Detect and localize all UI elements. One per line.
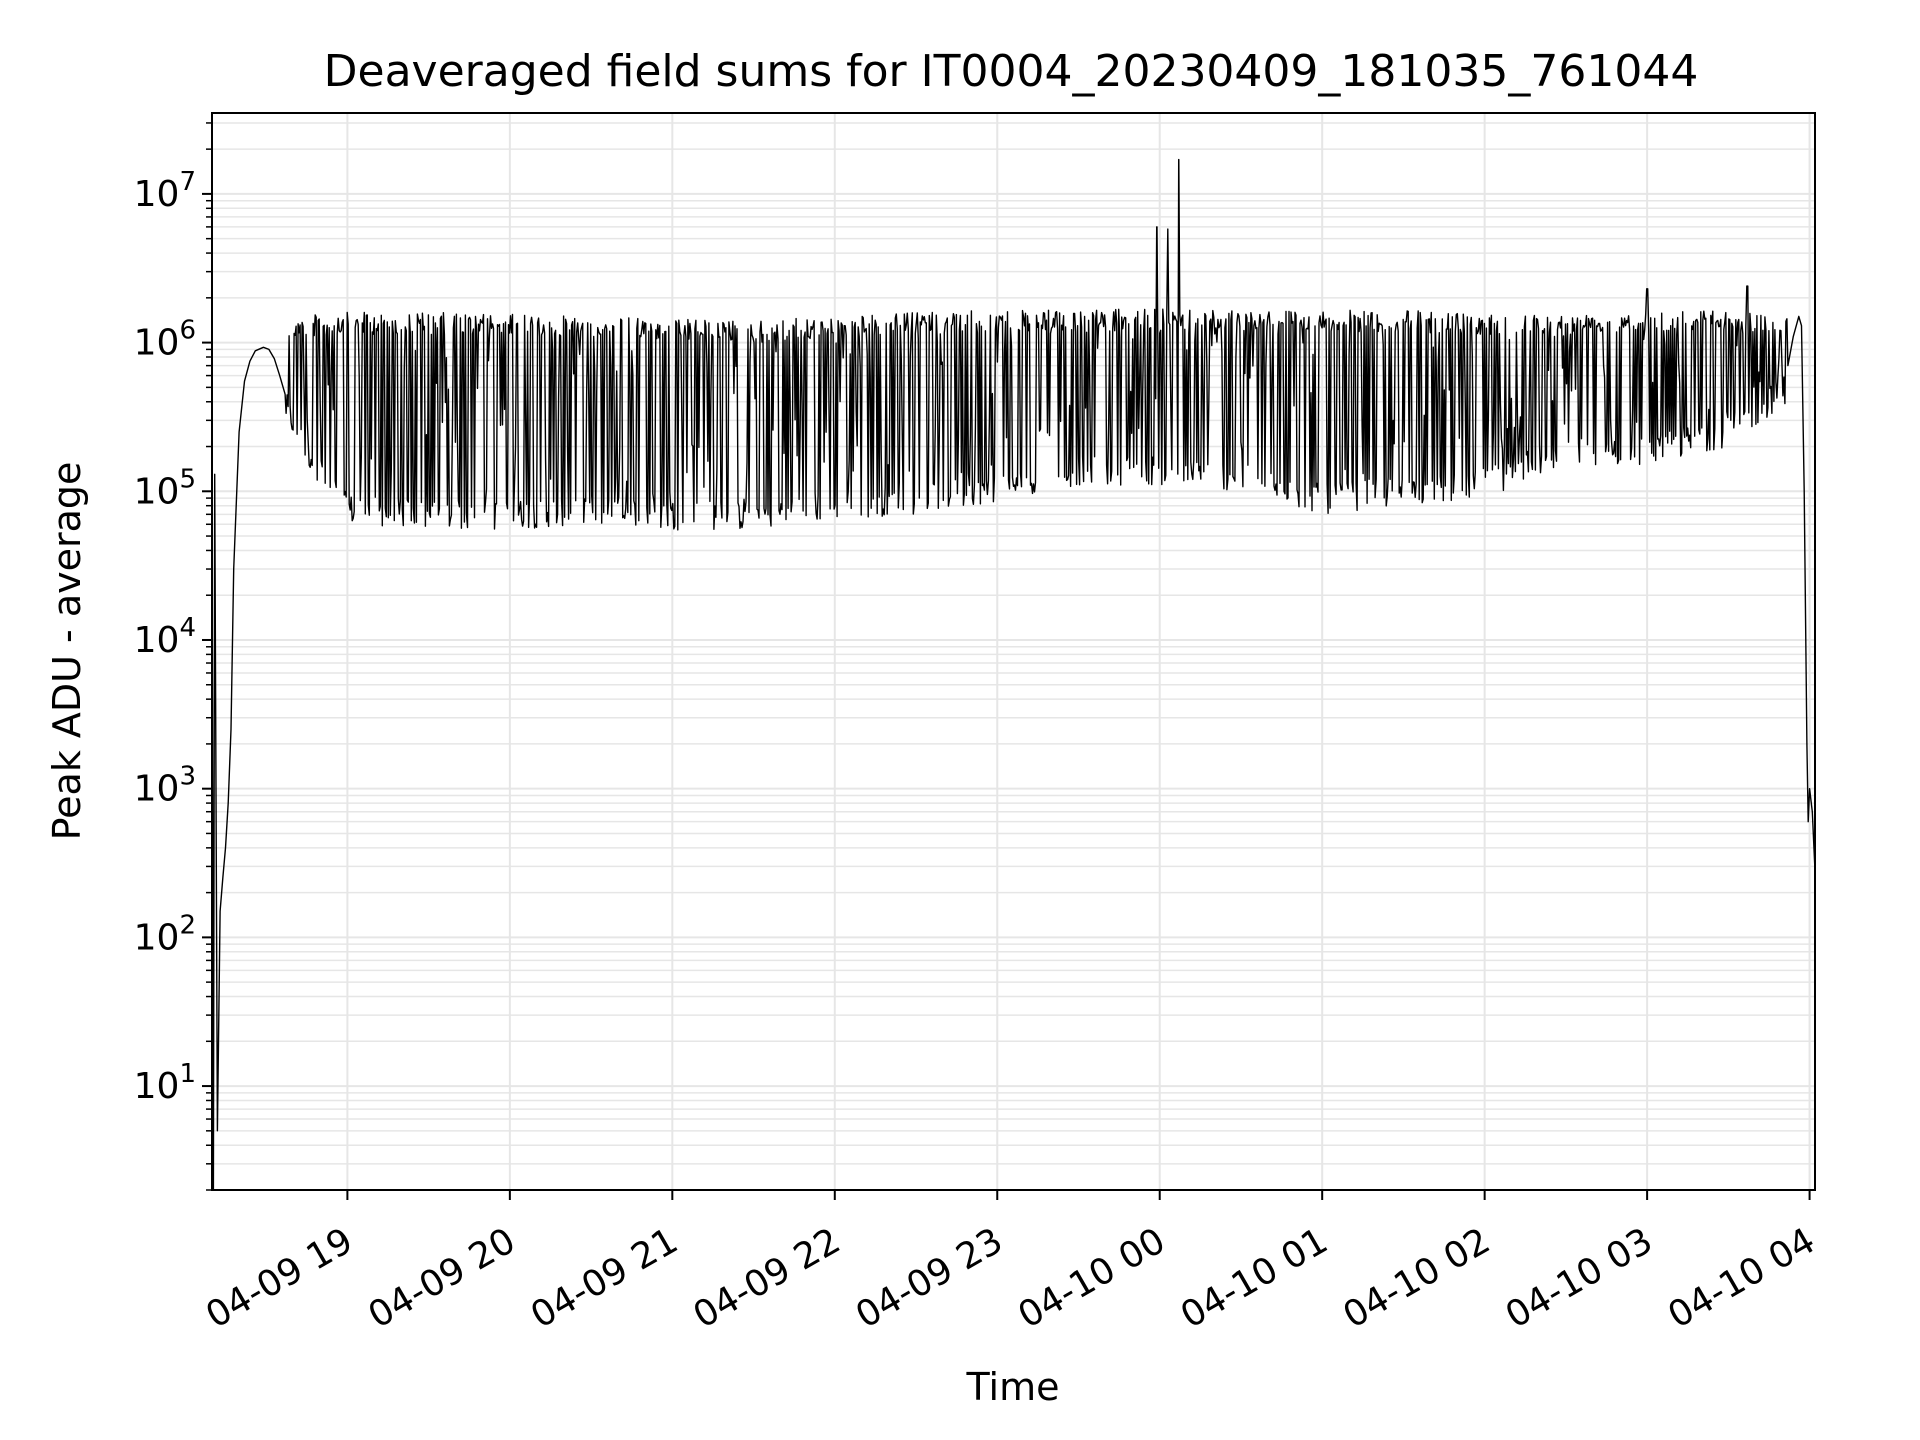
chart-title: Deaveraged field sums for IT0004_2023040… [324, 46, 1699, 97]
y-tick-label: 102 [134, 910, 196, 958]
grid [212, 113, 1815, 1191]
x-axis-title: Time [966, 1365, 1060, 1409]
y-tick-label: 105 [134, 464, 196, 512]
y-tick-label: 107 [134, 167, 196, 215]
y-axis: 101 102 103 104 105 106 107 [134, 122, 212, 1191]
y-tick-label: 101 [134, 1059, 196, 1107]
y-axis-title: Peak ADU - average [45, 462, 89, 841]
y-tick-label: 103 [134, 762, 196, 810]
plot-line [211, 158, 1816, 1191]
plot-frame [211, 112, 1816, 1191]
y-tick-label: 104 [134, 613, 196, 661]
y-tick-label: 106 [134, 316, 196, 364]
data-line [211, 158, 1816, 1191]
